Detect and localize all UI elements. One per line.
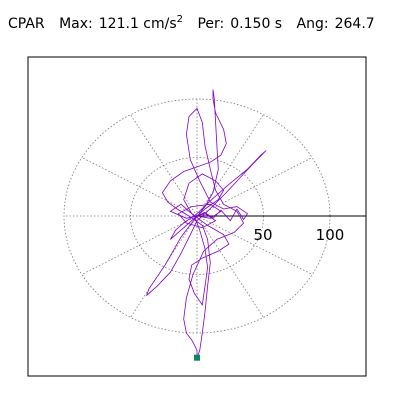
grid-spoke bbox=[130, 114, 198, 217]
title-bar: CPAR Max: 121.1 cm/s2 Per: 0.150 s Ang: 264… bbox=[8, 14, 398, 36]
angle-value: 264.7 bbox=[334, 16, 375, 32]
grid-spoke bbox=[196, 215, 264, 318]
peak-marker bbox=[194, 354, 200, 361]
ring-label-100: 100 bbox=[316, 226, 345, 244]
angle-label: Ang: bbox=[296, 16, 329, 32]
angle-readout: Ang: 264.7 bbox=[297, 16, 375, 32]
max-readout: Max: 121.1 cm/s2 bbox=[59, 14, 183, 32]
grid-spoke bbox=[196, 215, 313, 275]
max-label: Max: bbox=[59, 16, 93, 32]
station-code: CPAR bbox=[8, 16, 45, 32]
period-label: Per: bbox=[197, 16, 225, 32]
period-value: 0.150 s bbox=[230, 16, 283, 32]
period-readout: Per: 0.150 s bbox=[197, 16, 282, 32]
grid-spoke bbox=[81, 215, 198, 275]
grid-spoke bbox=[196, 114, 264, 217]
grid-spoke bbox=[81, 157, 198, 217]
acceleration-trace bbox=[146, 89, 267, 358]
ring-label-50: 50 bbox=[253, 226, 272, 244]
max-exponent: 2 bbox=[176, 14, 184, 25]
max-value: 121.1 cm/s bbox=[98, 16, 177, 32]
grid-spoke bbox=[196, 157, 313, 217]
